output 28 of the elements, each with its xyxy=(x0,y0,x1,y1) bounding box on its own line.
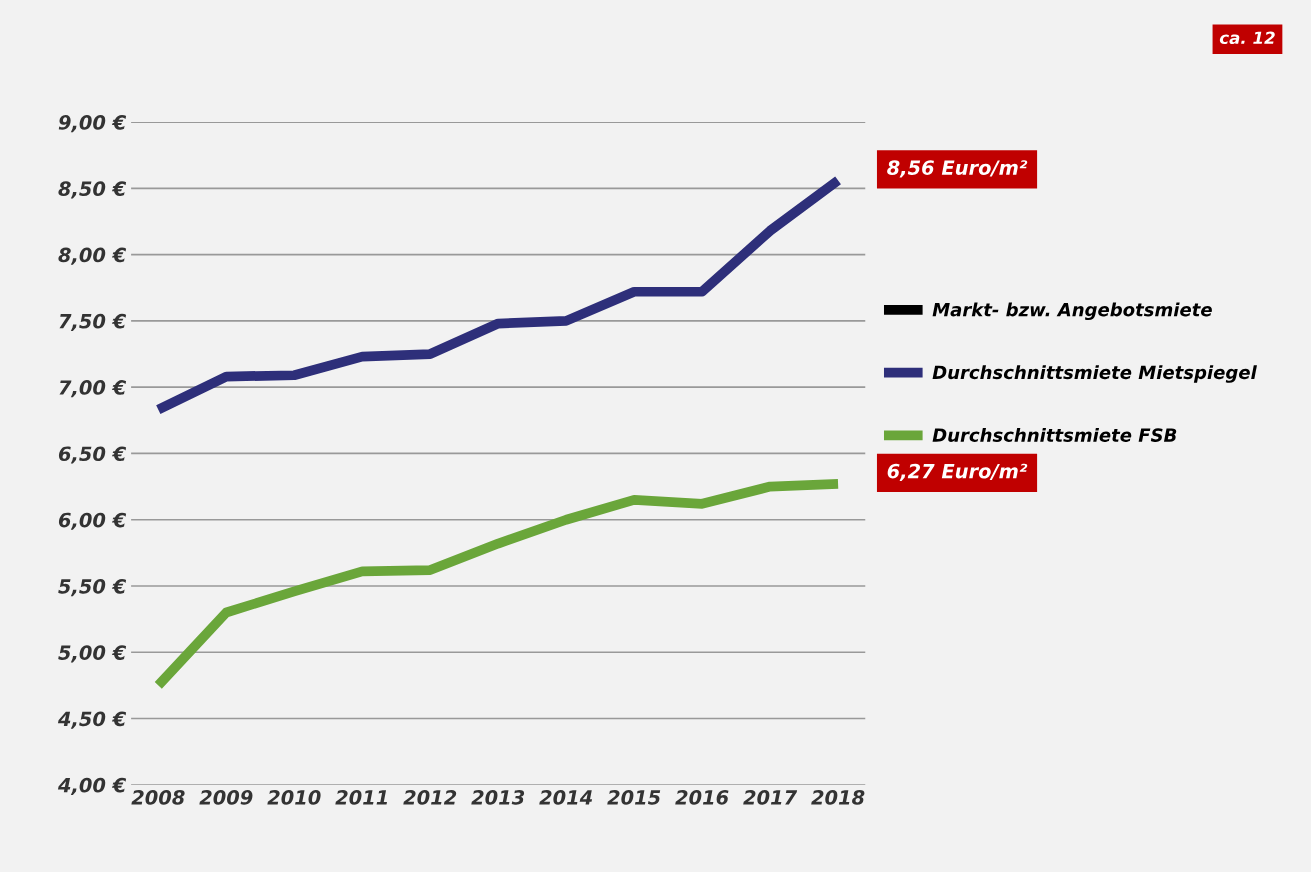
y-tick-label: 6,50 € xyxy=(58,446,127,464)
x-tick-label: 2010 xyxy=(267,790,321,805)
annotation: 6,27 Euro/m² xyxy=(887,463,1028,481)
x-tick-label: 2017 xyxy=(743,790,798,805)
x-tick-label: 2011 xyxy=(335,790,387,805)
y-tick-label: 6,00 € xyxy=(58,512,127,530)
text: ca. 12 xyxy=(1219,31,1275,45)
x-tick-label: 2012 xyxy=(403,790,457,805)
y-tick-label: 9,00 € xyxy=(58,115,127,133)
y-tick-label: 7,50 € xyxy=(59,313,127,332)
y-tick-label: 8,50 € xyxy=(58,181,127,199)
x-tick-label: 2014 xyxy=(539,790,593,805)
y-tick-label: 8,00 € xyxy=(58,247,127,265)
legend-label: Markt- bzw. Angebotsmiete xyxy=(932,302,1212,321)
x-tick-label: 2008 xyxy=(131,790,185,805)
y-tick-label: 7,00 € xyxy=(59,380,127,398)
y-tick-label: 5,00 € xyxy=(58,645,127,663)
y-tick-label: 4,00 € xyxy=(57,777,127,795)
legend-label: Durchschnittsmiete FSB xyxy=(932,427,1177,442)
x-tick-label: 2018 xyxy=(811,790,865,805)
x-tick-label: 2015 xyxy=(607,790,661,805)
x-tick-label: 2016 xyxy=(675,790,729,805)
x-tick-label: 2009 xyxy=(199,790,253,805)
x-tick-label: 2013 xyxy=(471,790,525,805)
legend-label: Durchschnittsmiete Mietspiegel xyxy=(932,365,1257,383)
y-tick-label: 4,50 € xyxy=(57,711,127,729)
annotation: 8,56 Euro/m² xyxy=(887,160,1028,178)
y-tick-label: 5,50 € xyxy=(58,578,127,597)
